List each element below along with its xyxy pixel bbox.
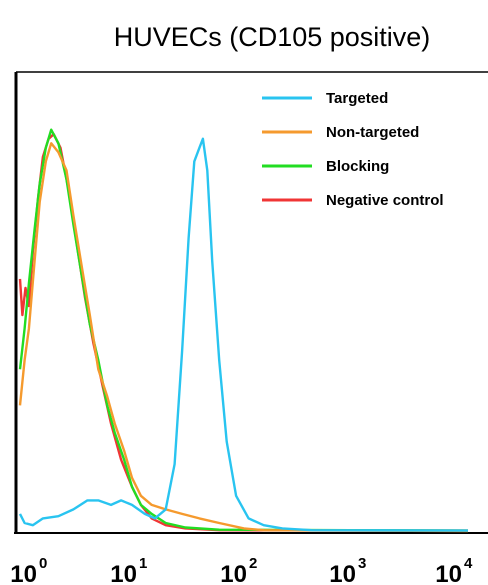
x-tick-base: 10 xyxy=(10,561,37,585)
series-line-blocking xyxy=(18,128,469,532)
series-line-targeted xyxy=(18,137,469,532)
chart-title: HUVECs (CD105 positive) xyxy=(114,22,431,52)
series-line-non-targeted xyxy=(18,142,469,533)
x-tick-exponent: 2 xyxy=(249,555,257,572)
legend-label-blocking: Blocking xyxy=(326,158,389,175)
legend-label-negative-control: Negative control xyxy=(326,192,444,209)
x-tick-label: 10 4 xyxy=(435,555,473,585)
x-tick-base: 10 xyxy=(329,561,356,585)
legend-label-targeted: Targeted xyxy=(326,90,388,107)
x-tick-exponent: 1 xyxy=(139,555,147,572)
x-tick-label: 10 2 xyxy=(220,555,257,585)
x-tick-label: 10 0 xyxy=(10,555,47,585)
x-tick-base: 10 xyxy=(220,561,247,585)
legend-label-non-targeted: Non-targeted xyxy=(326,124,419,141)
legend: Targeted Non-targeted Blocking Negative con… xyxy=(262,90,444,209)
x-tick-base: 10 xyxy=(435,561,462,585)
x-tick-exponent: 3 xyxy=(358,555,366,572)
x-tick-exponent: 4 xyxy=(464,555,473,572)
x-tick-label: 10 1 xyxy=(110,555,147,585)
x-tick-label: 10 3 xyxy=(329,555,366,585)
x-axis-ticks: 10 0 10 1 10 2 10 3 10 4 xyxy=(10,555,473,585)
series-layer xyxy=(18,128,469,533)
plot-area xyxy=(14,71,488,534)
x-tick-base: 10 xyxy=(110,561,137,585)
x-tick-exponent: 0 xyxy=(39,555,47,572)
